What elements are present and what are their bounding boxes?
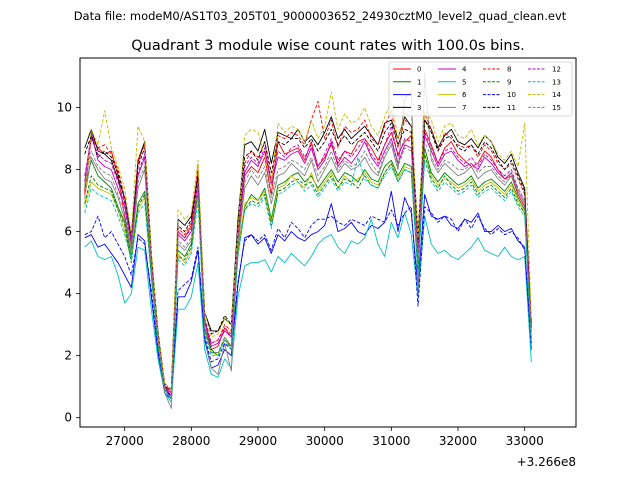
legend-label-1: 1 <box>417 78 421 86</box>
x-tick-label: 32000 <box>439 434 477 448</box>
plot-frame <box>79 57 577 428</box>
y-tick-label: 0 <box>64 411 72 425</box>
series-line-9 <box>84 153 532 400</box>
legend-label-11: 11 <box>507 104 516 112</box>
x-tick-label: 30000 <box>306 434 344 448</box>
axes-layer: 27000 28000 29000 30000 31000 32000 33000 0 2 4 6 8… <box>57 101 544 448</box>
legend-label-3: 3 <box>417 104 421 112</box>
data-file-label: Data file: modeM0/AS1T03_205T01_90000036… <box>74 9 567 23</box>
x-tick-label: 27000 <box>106 434 144 448</box>
y-tick-label: 2 <box>64 349 72 363</box>
x-tick-label: 33000 <box>506 434 544 448</box>
legend-label-6: 6 <box>462 91 467 99</box>
x-tick-label: 31000 <box>372 434 410 448</box>
legend-label-2: 2 <box>417 91 421 99</box>
series-line-5 <box>84 212 532 403</box>
series-line-13 <box>84 156 532 400</box>
y-tick-label: 6 <box>64 225 72 239</box>
series-line-10 <box>84 206 532 397</box>
legend-label-13: 13 <box>552 78 561 86</box>
legend-label-7: 7 <box>462 104 466 112</box>
series-line-2 <box>84 190 532 400</box>
series-line-15 <box>84 141 532 400</box>
legend-box <box>388 61 573 117</box>
chart-title: Quadrant 3 module wise count rates with … <box>131 38 525 54</box>
x-tick-label: 28000 <box>172 434 210 448</box>
legend-label-9: 9 <box>507 78 511 86</box>
series-line-14 <box>84 91 532 391</box>
legend-label-5: 5 <box>462 78 466 86</box>
series-line-8 <box>84 100 532 394</box>
legend-label-10: 10 <box>507 91 516 99</box>
y-tick-label: 8 <box>64 163 72 177</box>
y-tick-label: 10 <box>57 101 72 115</box>
legend-label-4: 4 <box>462 66 467 74</box>
legend-label-12: 12 <box>552 66 561 74</box>
legend-label-15: 15 <box>552 104 561 112</box>
legend-label-0: 0 <box>417 66 421 74</box>
legend-label-8: 8 <box>507 66 511 74</box>
legend-label-14: 14 <box>552 91 561 99</box>
y-tick-label: 4 <box>64 287 72 301</box>
x-offset-label: +3.266e8 <box>517 455 576 469</box>
x-tick-label: 29000 <box>239 434 277 448</box>
series-layer <box>84 73 532 409</box>
